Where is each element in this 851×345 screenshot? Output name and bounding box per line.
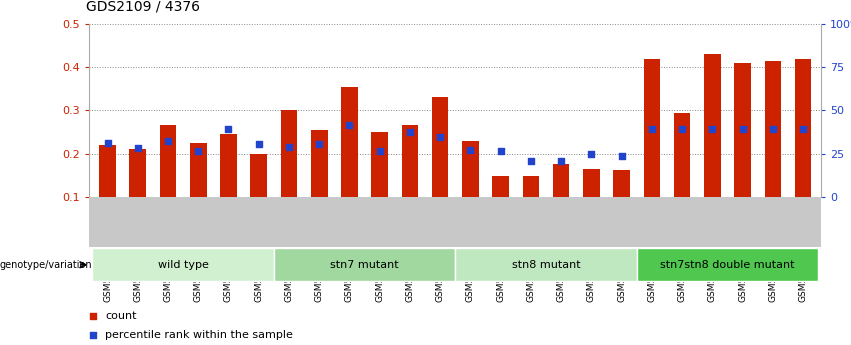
Point (100, 140, 114, 146)
Point (705, 126, 719, 131)
Point (283, 144, 296, 150)
Text: GDS2109 / 4376: GDS2109 / 4376 (86, 0, 200, 14)
Bar (734, 63, 751, 197)
Point (797, 126, 810, 131)
Point (161, 139, 174, 144)
Bar (341, 87, 357, 197)
Bar (523, 176, 540, 197)
FancyBboxPatch shape (637, 248, 818, 281)
Bar (583, 169, 600, 197)
Point (221, 126, 235, 131)
Point (131, 146, 145, 151)
Bar (795, 59, 811, 197)
Bar (553, 164, 569, 197)
Text: genotype/variation: genotype/variation (0, 260, 93, 270)
Bar (614, 170, 630, 197)
Bar (431, 98, 448, 197)
Point (524, 158, 538, 164)
Text: stn7 mutant: stn7 mutant (330, 260, 399, 270)
Point (252, 141, 266, 147)
Point (464, 147, 477, 153)
Point (494, 148, 507, 153)
Bar (462, 141, 479, 197)
FancyBboxPatch shape (455, 248, 637, 281)
Bar (493, 176, 509, 197)
Point (482, 58, 495, 64)
Bar (190, 143, 207, 197)
Bar (129, 149, 146, 197)
Point (403, 129, 417, 135)
Point (373, 148, 386, 153)
Point (645, 126, 659, 131)
Text: percentile rank within the sample: percentile rank within the sample (106, 330, 294, 339)
FancyBboxPatch shape (93, 248, 274, 281)
Point (312, 141, 326, 147)
Bar (220, 134, 237, 197)
Text: count: count (106, 311, 137, 321)
Bar (100, 145, 116, 197)
Text: stn7stn8 double mutant: stn7stn8 double mutant (660, 260, 795, 270)
Point (614, 153, 628, 158)
Point (343, 123, 357, 128)
Bar (311, 130, 328, 197)
Bar (764, 61, 781, 197)
Bar (674, 112, 690, 197)
Bar (402, 126, 418, 197)
Point (736, 126, 750, 131)
Point (482, 231, 495, 236)
Bar (371, 132, 388, 197)
Bar (160, 126, 176, 197)
Point (191, 148, 205, 153)
Point (676, 126, 689, 131)
Bar (281, 110, 297, 197)
Point (766, 126, 780, 131)
Text: stn8 mutant: stn8 mutant (511, 260, 580, 270)
Text: wild type: wild type (157, 260, 208, 270)
Point (433, 135, 447, 140)
FancyBboxPatch shape (274, 248, 455, 281)
Point (554, 158, 568, 164)
Bar (643, 59, 660, 197)
Bar (704, 55, 721, 197)
Bar (250, 154, 267, 197)
Point (585, 152, 598, 157)
